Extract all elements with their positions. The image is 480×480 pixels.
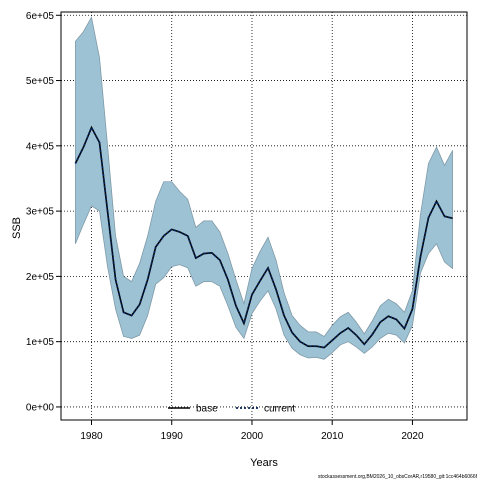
x-tick-label: 2000 xyxy=(241,431,264,442)
confidence-band-layer xyxy=(75,16,453,360)
legend-label-current: current xyxy=(264,404,295,415)
series-line-current xyxy=(74,125,453,349)
y-tick-label: 5e+05 xyxy=(26,76,55,87)
x-tick-label: 2020 xyxy=(401,431,424,442)
tick-layer: 1980 1990 2000 2010 2020 0e+00 1e+05 2e+05 3e+05… xyxy=(26,11,424,442)
y-tick-label: 2e+05 xyxy=(26,272,55,283)
y-tick-label: 0e+00 xyxy=(26,402,55,413)
grid-layer xyxy=(61,12,467,420)
x-tick-label: 1980 xyxy=(80,431,103,442)
legend-label-base: base xyxy=(196,404,218,415)
x-tick-label: 1990 xyxy=(161,431,184,442)
footer-credit: stockassessment.org,BM2026_10_obsCorAR,r… xyxy=(318,474,478,480)
y-tick-label: 4e+05 xyxy=(26,141,55,152)
series-line-layer xyxy=(74,125,453,349)
y-tick-label: 1e+05 xyxy=(26,337,55,348)
confidence-band xyxy=(75,16,453,360)
plot-frame xyxy=(60,11,468,421)
y-tick-label: 6e+05 xyxy=(26,11,55,22)
y-axis-title: SSB xyxy=(11,217,23,239)
legend: base current xyxy=(168,404,295,415)
y-tick-label: 3e+05 xyxy=(26,207,55,218)
x-axis-title: Years xyxy=(250,457,278,469)
x-tick-label: 2010 xyxy=(321,431,344,442)
